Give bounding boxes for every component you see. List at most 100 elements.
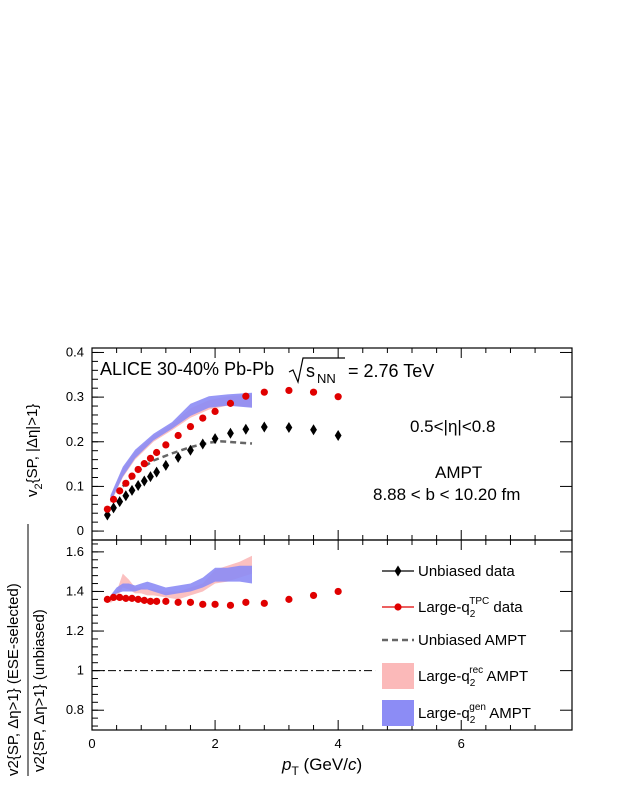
large-q2-data-point xyxy=(174,431,182,440)
bottom-y-tick-label: 1 xyxy=(77,663,84,678)
bottom-y-tick-label: 1.2 xyxy=(66,623,84,638)
large-q2-gen-ampt-ratio-band xyxy=(110,565,252,600)
svg-text:v2{SP, Δη>1} (unbiased): v2{SP, Δη>1} (unbiased) xyxy=(31,609,48,772)
unbiased-data-point xyxy=(110,502,117,514)
large-q2-ratio-point xyxy=(211,600,219,608)
bottom-frame xyxy=(91,539,573,731)
large-q2-data-point xyxy=(260,388,268,396)
large-q2-gen-ampt-band xyxy=(110,392,252,503)
large-q2-data-point xyxy=(134,465,142,474)
top-y-tick-label: 0.4 xyxy=(66,344,84,359)
large-q2-ratio-point xyxy=(116,593,124,601)
large-q2-ratio-point xyxy=(199,600,207,608)
unbiased-data-point xyxy=(260,421,268,433)
large-q2-data-point xyxy=(146,454,155,462)
legend-label: Large-q2gen AMPT xyxy=(418,702,531,726)
bottom-y-tick-label: 1.6 xyxy=(66,544,84,559)
large-q2-data-point xyxy=(128,472,136,480)
legend-label: Large-q2TPC data xyxy=(418,596,523,620)
top-y-tick-label: 0.2 xyxy=(66,434,84,449)
legend-item: Large-q2TPC data xyxy=(382,596,523,620)
top-y-axis-label: v2{SP, |Δη|>1} xyxy=(24,404,45,497)
eta-range-annotation: 0.5<|η|<0.8 xyxy=(410,417,495,436)
large-q2-data-point xyxy=(199,414,207,422)
large-q2-ratio-point xyxy=(128,594,136,602)
large-q2-data-point xyxy=(309,388,318,396)
energy-sub: NN xyxy=(317,371,336,386)
legend-label: Unbiased AMPT xyxy=(418,632,526,649)
ratio-numerator-label: v2{SP, Δη>1} (ESE-selected) xyxy=(5,583,22,776)
legend-item: Large-q2rec AMPT xyxy=(382,663,528,689)
impact-parameter-annotation: 8.88 < b < 10.20 fm xyxy=(373,485,520,504)
large-q2-data-point xyxy=(285,386,293,395)
large-q2-data-point xyxy=(140,460,148,468)
unbiased-data-point xyxy=(128,484,136,496)
large-q2-ratio-point xyxy=(174,598,182,606)
large-q2-ratio-point xyxy=(285,595,293,603)
unbiased-data-point xyxy=(187,444,194,456)
energy-value: = 2.76 TeV xyxy=(348,361,434,381)
legend-circle-marker xyxy=(394,603,402,611)
unbiased-data-point xyxy=(227,427,234,439)
legend: Unbiased data Large-q2TPC data Unbiased AM… xyxy=(382,563,531,726)
unbiased-data-point xyxy=(162,459,170,471)
unbiased-data-point xyxy=(334,430,342,442)
legend-item: Unbiased AMPT xyxy=(382,632,526,649)
large-q2-ratio-point xyxy=(134,595,142,603)
legend-label: Unbiased data xyxy=(418,563,515,580)
large-q2-data-point xyxy=(162,441,170,449)
unbiased-data-point xyxy=(285,421,293,433)
large-q2-rec-ampt-ratio-band xyxy=(110,555,252,604)
unbiased-data-point xyxy=(199,438,207,450)
unbiased-data-point xyxy=(211,433,219,445)
svg-text:v2{SP, |Δη|>1}: v2{SP, |Δη|>1} xyxy=(24,404,45,497)
large-q2-ratio-point xyxy=(153,597,161,605)
chart-title: ALICE 30-40% Pb-Pb xyxy=(100,359,274,379)
legend-swatch xyxy=(382,663,414,689)
bottom-y-tick-label: 1.4 xyxy=(66,583,84,598)
large-q2-ratio-point xyxy=(146,597,155,605)
unbiased-data-point xyxy=(153,466,161,478)
large-q2-data-point xyxy=(334,393,342,401)
large-q2-ratio-point xyxy=(309,591,318,600)
large-q2-ratio-point xyxy=(140,596,148,604)
bottom-y-tick-label: 0.8 xyxy=(66,702,84,717)
unbiased-data-point xyxy=(134,480,142,492)
legend-item: Unbiased data xyxy=(382,563,515,580)
legend-label: Large-q2rec AMPT xyxy=(418,665,528,689)
unbiased-data-point xyxy=(310,424,317,436)
large-q2-ratio-point xyxy=(242,598,250,606)
large-q2-ratio-point xyxy=(334,587,342,596)
unbiased-data-point xyxy=(174,451,182,463)
ratio-denominator-label: v2{SP, Δη>1} (unbiased) xyxy=(31,609,48,772)
large-q2-data-point xyxy=(116,487,124,495)
ampt-annotation: AMPT xyxy=(435,463,482,482)
top-panel: 0 0.1 0.2 0.3 0.4 ALICE 30-40% Pb-Pb s NN = … xyxy=(24,344,573,541)
large-q2-data-point xyxy=(211,407,219,416)
unbiased-data-point xyxy=(242,423,250,435)
legend-swatch xyxy=(382,700,414,726)
energy-root: s xyxy=(306,361,315,381)
unbiased-data-point xyxy=(140,475,148,487)
large-q2-data-point xyxy=(109,495,118,503)
large-q2-ratio-point xyxy=(103,595,111,603)
unbiased-data-point xyxy=(116,496,124,508)
x-tick-label: 2 xyxy=(211,736,218,751)
legend-item: Large-q2gen AMPT xyxy=(382,700,531,726)
large-q2-ratio-point xyxy=(122,594,130,602)
large-q2-data-point xyxy=(242,392,250,400)
x-tick-label: 4 xyxy=(335,736,342,751)
large-q2-data-point xyxy=(226,399,235,407)
top-y-tick-label: 0 xyxy=(77,523,84,538)
unbiased-data-point xyxy=(122,490,130,502)
large-q2-data-point xyxy=(103,505,111,513)
large-q2-ratio-point xyxy=(162,597,170,605)
x-axis-label: pT (GeV/c) xyxy=(281,755,362,778)
large-q2-data-point xyxy=(122,479,130,487)
energy-label: s NN = 2.76 TeV xyxy=(288,357,434,386)
top-y-tick-label: 0.1 xyxy=(66,478,84,493)
large-q2-ratio-point xyxy=(109,593,118,601)
x-tick-label: 6 xyxy=(458,736,465,751)
svg-text:v2{SP, Δη>1} (ESE-selected): v2{SP, Δη>1} (ESE-selected) xyxy=(5,583,22,776)
